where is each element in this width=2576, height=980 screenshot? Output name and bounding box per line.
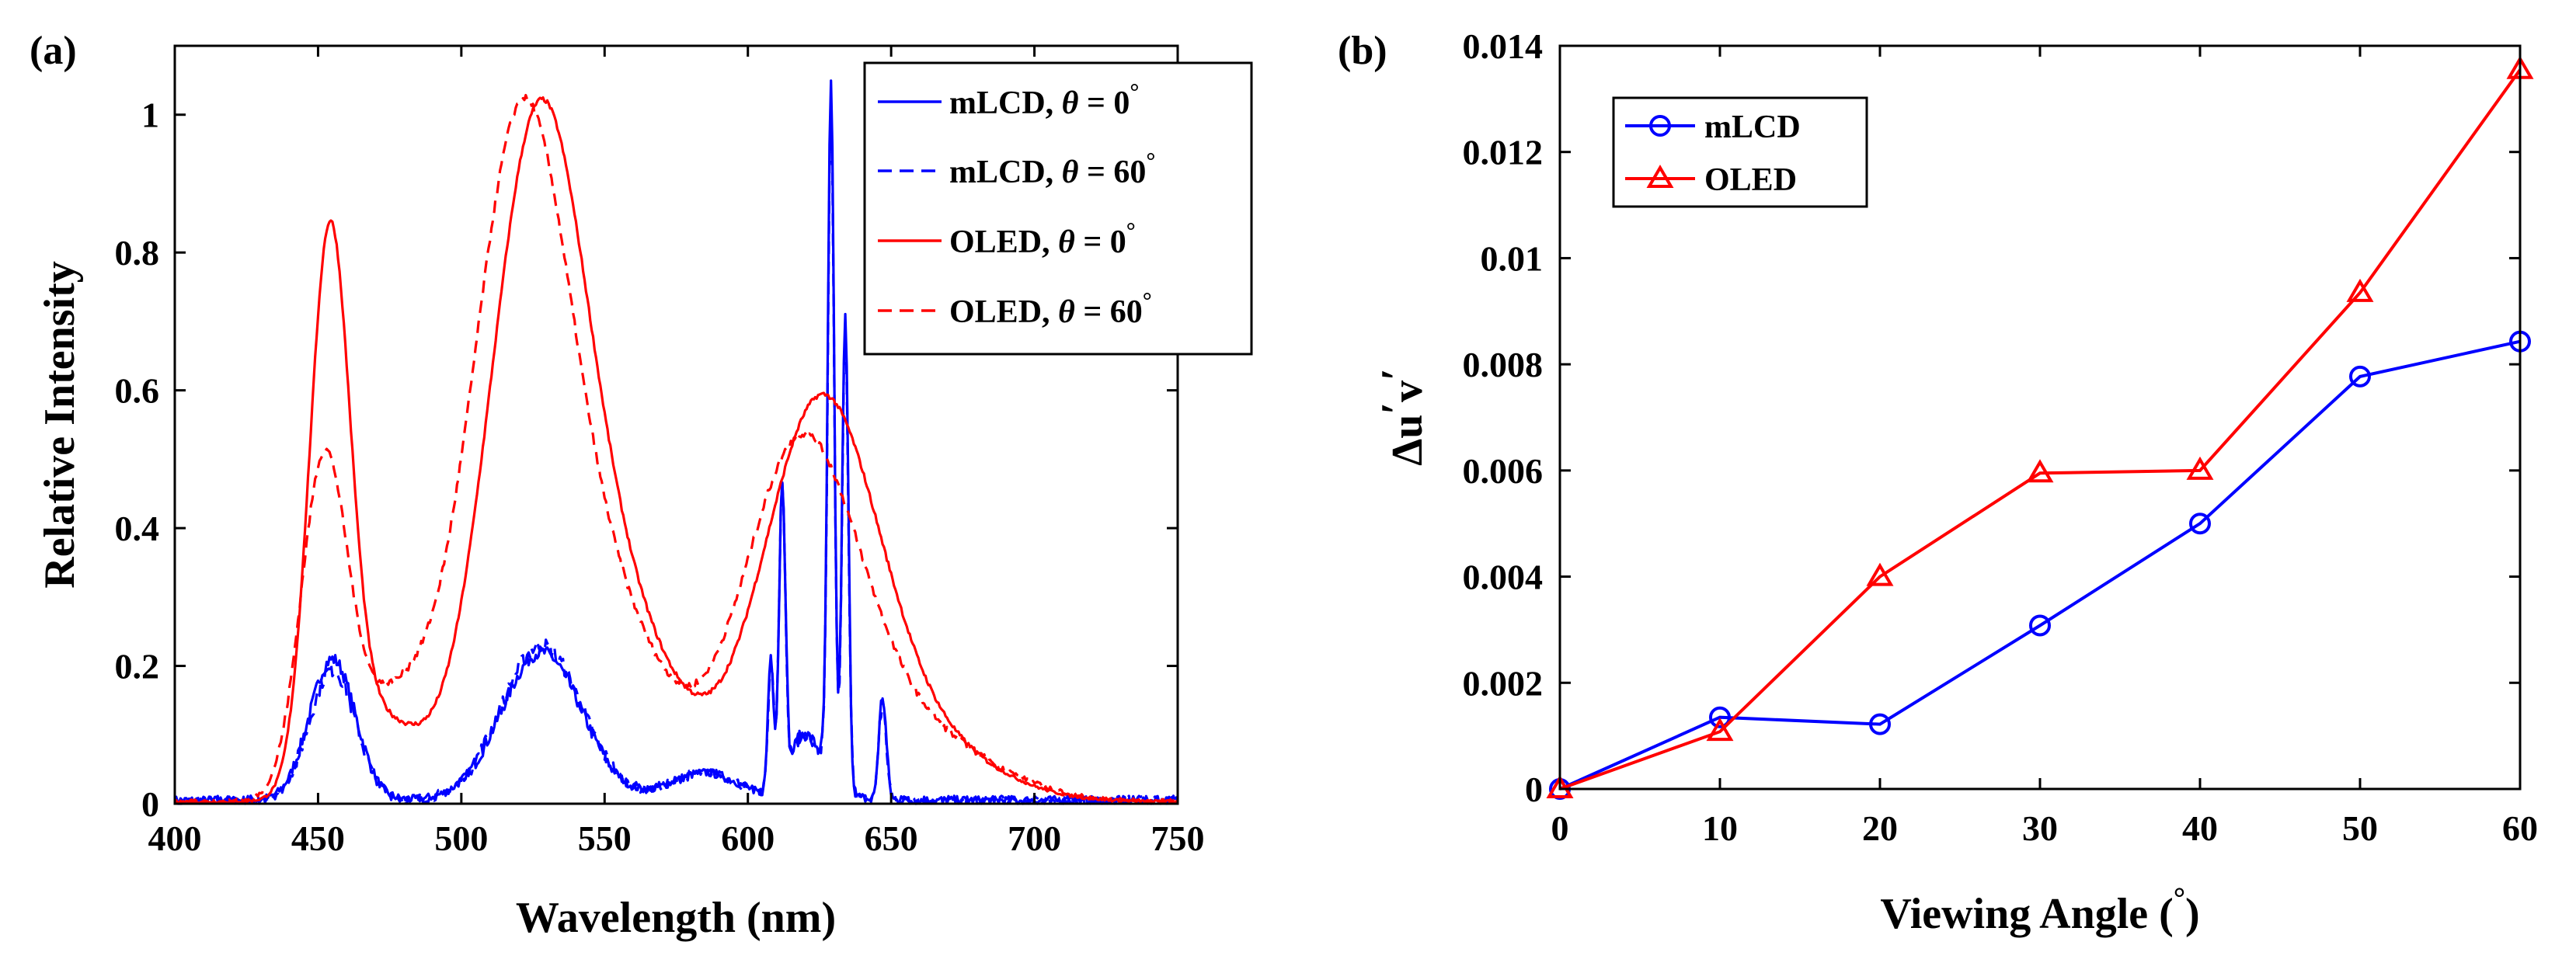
data-point-oled [2346,278,2374,302]
data-point-oled [2026,459,2054,483]
legend-entry-mlcd-0: mLCD, θ = 0° [878,79,1139,121]
data-point-mlcd [2029,614,2051,637]
panel-b-legend: mLCD OLED [1612,96,1868,208]
panel-a-x-tick-label: 550 [578,818,632,858]
panel-b-y-tick-label: 0.004 [1463,558,1544,597]
panel-a-plot-area [173,79,1179,805]
panel-b-y-tick-label: 0.014 [1463,26,1544,66]
panel-b-y-tick-label: 0.006 [1463,451,1544,491]
panel-a-x-tick-label: 450 [291,818,345,858]
panel-b-x-tick-label: 50 [2342,808,2378,848]
panel-b-x-tick-label: 10 [1702,808,1738,848]
legend-label-mlcd-60: mLCD, θ = 60° [949,148,1155,190]
panel-a-x-tick-label: 650 [865,818,918,858]
panel-b-x-tick-label: 30 [2022,808,2058,848]
panel-a-ticks: 400 450 500 550 600 650 700 750 0 0.2 0.4 0.6 0.8 1 [115,46,1205,858]
legend-label-mlcd-0: mLCD, θ = 0° [949,79,1139,121]
panel-b-y-tick-label: 0.008 [1463,345,1544,384]
series-line-mlcd-60 [173,111,1179,805]
panel-b-x-axis-label: Viewing Angle (°) [1880,882,2199,938]
data-point-mlcd [1869,713,1891,735]
panel-a-x-tick-label: 700 [1008,818,1061,858]
panel-b-x-tick-label: 20 [1862,808,1898,848]
panel-b-x-tick-label: 0 [1551,808,1569,848]
legend-entry-oled-60: OLED, θ = 60° [878,288,1152,330]
legend-label-oled: OLED [1704,162,1797,198]
panel-a-y-axis-label: Relative Intensity [36,261,84,589]
series-line-oled [1559,68,2522,791]
panel-b-axes-box [1558,44,2522,791]
legend-label-oled-60: OLED, θ = 60° [949,288,1152,330]
panel-a-y-tick-label: 0.4 [115,509,160,548]
panel-a-y-tick-label: 0 [141,784,159,824]
legend-label-mlcd: mLCD [1704,109,1801,145]
panel-a-x-tick-label: 500 [434,818,488,858]
series-line-oled-60 [173,93,1179,805]
panel-b-x-tick-label: 60 [2502,808,2538,848]
panel-b-ticks: 0 10 20 30 40 50 60 0 0.002 0.004 0.006 0.008 0.01 0.… [1463,26,2539,848]
series-line-mlcd [1559,339,2521,791]
panel-b-color-shift-chart: (b) 0 10 20 30 40 50 60 0 0.002 0.004 0.006 0.008 0.… [1338,26,2538,938]
panel-a-y-tick-label: 1 [141,96,159,135]
panel-b-y-tick-label: 0 [1525,770,1543,809]
panel-a-x-tick-label: 750 [1151,818,1205,858]
data-point-oled [1546,775,1574,798]
legend-marker-mlcd [1649,115,1671,137]
panel-b-y-tick-label: 0.01 [1481,238,1544,278]
panel-a-x-tick-label: 400 [148,818,202,858]
data-point-mlcd [2349,365,2371,387]
data-point-mlcd [1709,706,1731,728]
panel-a-x-tick-label: 600 [721,818,775,858]
panel-b-y-tick-label: 0.002 [1463,663,1544,703]
panel-b-x-tick-label: 40 [2182,808,2218,848]
legend-label-oled-0: OLED, θ = 0° [949,218,1136,260]
data-point-mlcd [2189,513,2211,535]
legend-entry-mlcd-60: mLCD, θ = 60° [878,148,1155,190]
legend-marker-oled [1646,165,1674,188]
series-line-oled-0 [173,96,1179,805]
panel-a-y-tick-label: 0.2 [115,647,160,686]
legend-entry-oled-0: OLED, θ = 0° [878,218,1136,260]
panel-a-legend-box [863,61,1253,356]
panel-a-axes-box [173,44,1179,805]
data-point-oled [2186,456,2214,480]
legend-entry-oled: OLED [1625,162,1797,198]
legend-entry-mlcd: mLCD [1625,109,1801,145]
panel-b-y-axis-label: Δu′v′ [1373,368,1432,466]
data-point-oled [1866,562,1894,586]
panel-a-spectra-chart: (a) 400 450 500 550 600 650 700 750 0 0.2 0.4 0.6 0.… [30,29,1253,942]
panel-a-legend: mLCD, θ = 0° mLCD, θ = 60° OLED, θ = 0° … [863,61,1253,356]
panel-a-x-axis-label: Wavelength (nm) [516,894,836,942]
data-point-oled [1706,718,1734,742]
panel-b-y-tick-label: 0.012 [1463,133,1544,172]
panel-a-label: (a) [30,29,77,73]
panel-a-y-tick-label: 0.6 [115,371,160,411]
panel-a-y-tick-label: 0.8 [115,233,160,273]
panel-b-label: (b) [1338,29,1387,73]
